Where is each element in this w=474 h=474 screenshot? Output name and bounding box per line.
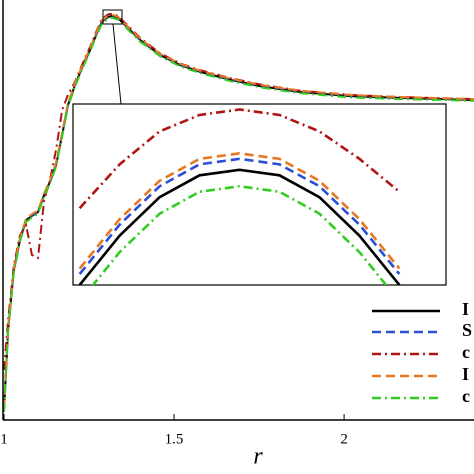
inset-plot [78,108,401,285]
axes: 1 1.5 2 [0,414,348,447]
plot-area [3,12,474,413]
x-tick-label: 1.5 [165,431,184,447]
series-line [91,184,388,285]
x-tick-label: 1 [0,431,8,447]
legend-label: c [462,342,470,362]
series-line [78,152,401,270]
series-line [3,13,474,409]
legend-label: c [462,386,470,406]
x-tick-label: 2 [340,431,348,447]
legend-label: I [462,299,469,319]
zoom-box [102,9,123,25]
zoom-connector [112,23,122,105]
series-line [78,168,401,285]
legend-label: I [462,364,469,384]
series-line [78,157,401,275]
series-line [78,108,401,210]
legend-label: S [462,320,472,340]
series-line [3,16,474,413]
x-axis-label: r [253,444,263,470]
